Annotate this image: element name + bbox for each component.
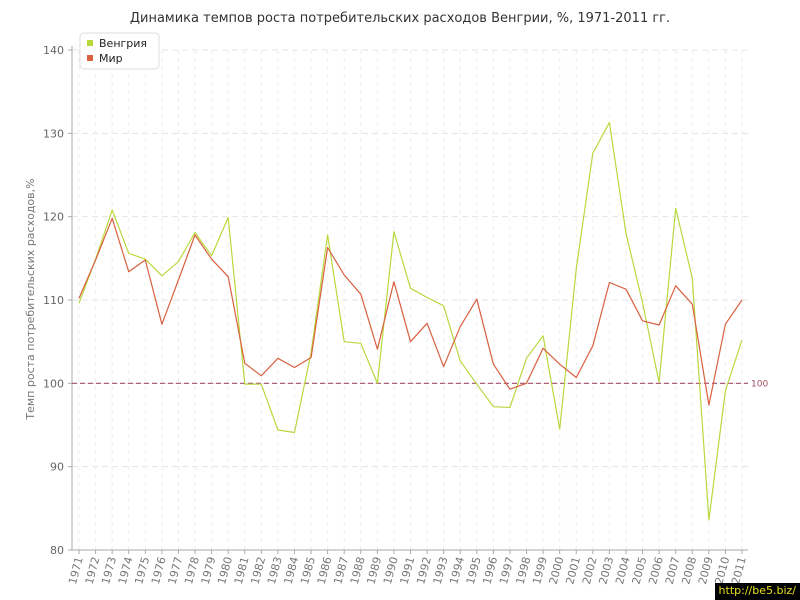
legend-swatch (87, 55, 93, 61)
series-lines (78, 121, 743, 521)
legend-item-label: Мир (99, 52, 123, 65)
legend-item-label: Венгрия (99, 37, 147, 50)
reference-line: 100 (72, 379, 768, 389)
chart-title: Динамика темпов роста потребительских ра… (130, 11, 670, 26)
x-tick-label: 2011 (729, 555, 749, 585)
legend[interactable]: Венгрия Мир (79, 32, 160, 70)
y-axis-ticks: 80 90 100 110 120 130 140 (43, 44, 72, 557)
y-tick-label: 140 (43, 44, 64, 57)
y-tick-label: 110 (43, 294, 64, 307)
series-line-Венгрия (78, 121, 743, 521)
legend-box (79, 32, 160, 70)
legend-swatch (87, 40, 93, 46)
y-tick-label: 120 (43, 211, 64, 224)
series-line-Мир (78, 217, 743, 406)
reference-line-label: 100 (751, 379, 768, 389)
y-tick-label: 100 (43, 377, 64, 390)
grid (72, 49, 748, 550)
y-tick-label: 130 (43, 127, 64, 140)
y-tick-label: 80 (50, 544, 64, 557)
y-axis-label: Темп роста потребительских расходов,% (24, 178, 37, 420)
watermark[interactable]: http://be5.biz/ (714, 583, 800, 600)
y-tick-label: 90 (50, 461, 64, 474)
x-axis-ticks: 1971197219731974197519761977197819791980… (66, 550, 749, 586)
